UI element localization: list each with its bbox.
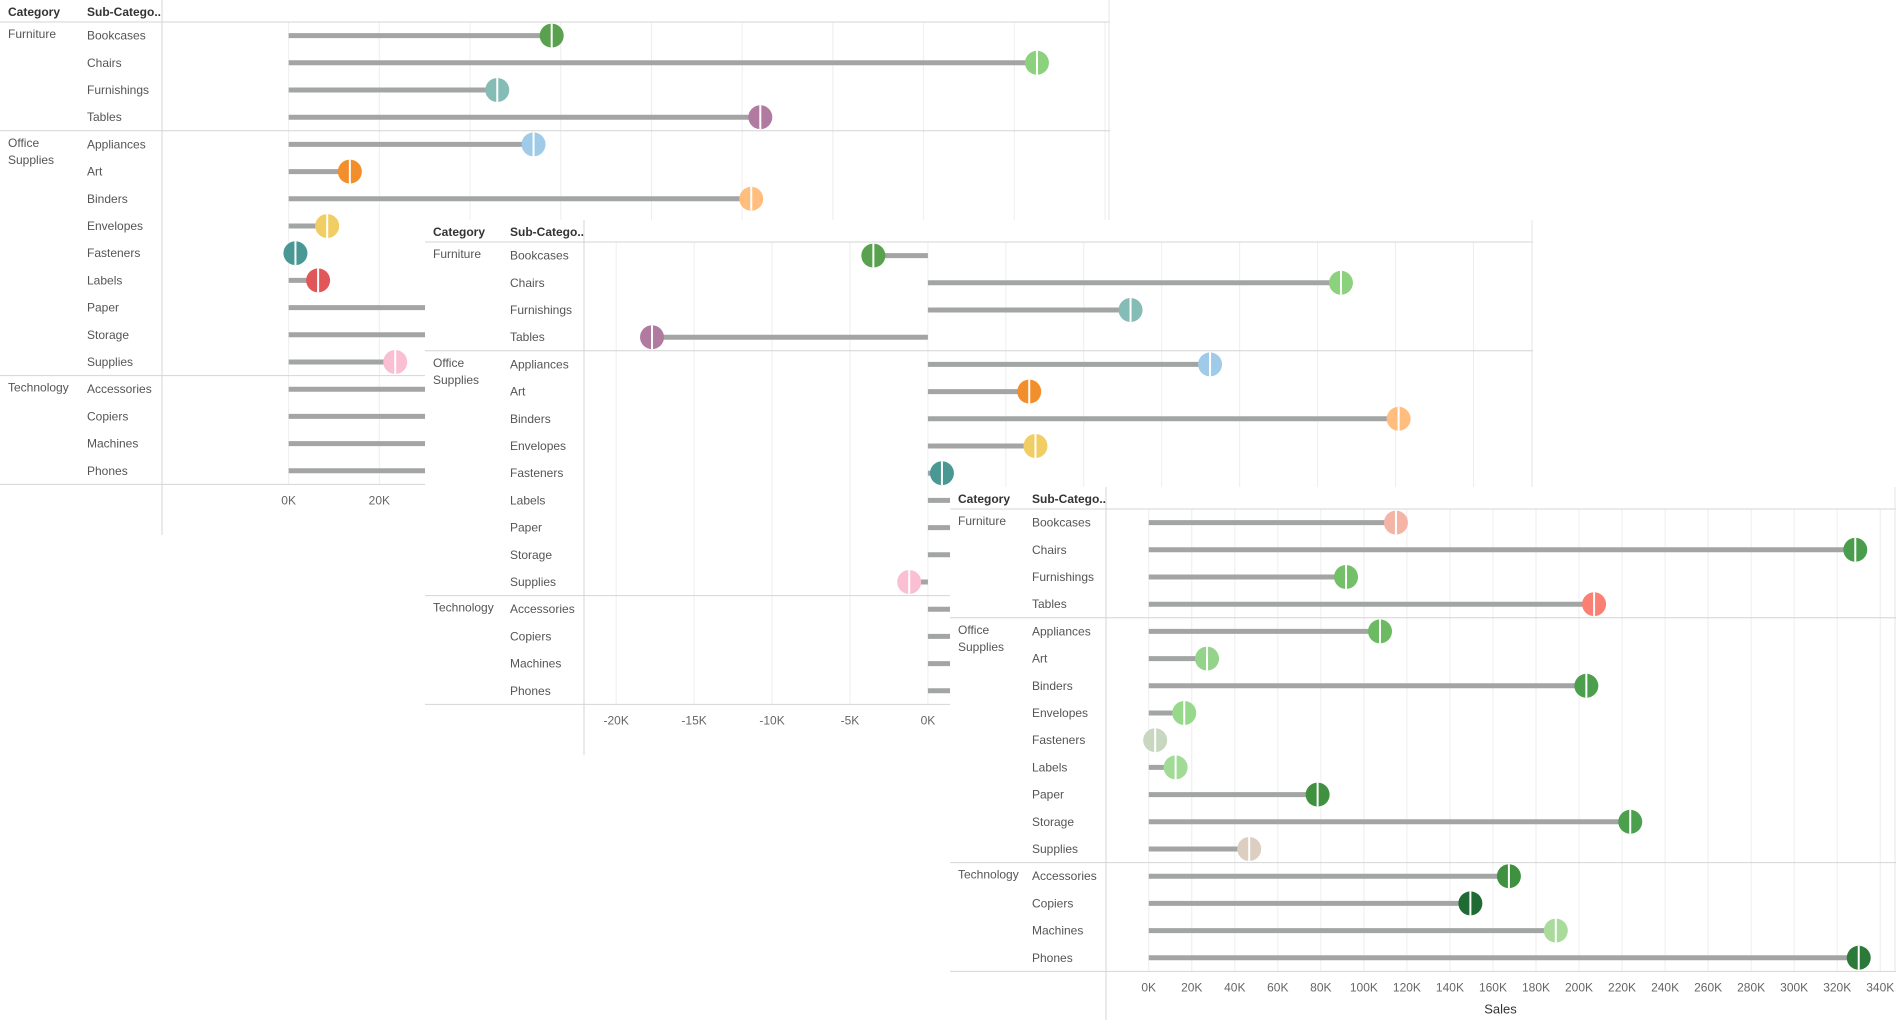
- subcategory-label: Binders: [87, 192, 128, 206]
- x-tick-label: -5K: [841, 713, 860, 727]
- x-tick-label: -10K: [759, 713, 784, 727]
- category-label: Supplies: [8, 153, 54, 167]
- header-subcategory: Sub-Catego..: [510, 225, 584, 239]
- category-label: Supplies: [433, 373, 479, 387]
- x-tick-label: 160K: [1479, 980, 1507, 994]
- x-tick-label: 120K: [1393, 980, 1421, 994]
- x-tick-label: 80K: [1310, 980, 1331, 994]
- subcategory-label: Fasteners: [510, 466, 563, 480]
- subcategory-label: Supplies: [87, 355, 133, 369]
- subcategory-label: Appliances: [1032, 624, 1091, 638]
- subcategory-label: Labels: [510, 493, 545, 507]
- subcategory-label: Appliances: [87, 137, 146, 151]
- subcategory-label: Machines: [1032, 924, 1083, 938]
- header-category: Category: [958, 492, 1010, 506]
- header-category: Category: [433, 225, 485, 239]
- header-subcategory: Sub-Catego..: [1032, 492, 1106, 506]
- subcategory-label: Supplies: [1032, 842, 1078, 856]
- x-tick-label: -15K: [681, 713, 706, 727]
- header-subcategory: Sub-Catego..: [87, 5, 161, 19]
- x-tick-label: 20K: [369, 493, 390, 507]
- x-tick-label: 240K: [1651, 980, 1679, 994]
- category-label: Office: [8, 136, 39, 150]
- subcategory-label: Envelopes: [1032, 706, 1088, 720]
- x-tick-label: 280K: [1737, 980, 1765, 994]
- subcategory-label: Phones: [1032, 951, 1073, 965]
- x-tick-label: 200K: [1565, 980, 1593, 994]
- subcategory-label: Art: [1032, 652, 1048, 666]
- subcategory-label: Chairs: [510, 276, 545, 290]
- category-label: Supplies: [958, 640, 1004, 654]
- subcategory-label: Bookcases: [1032, 516, 1091, 530]
- subcategory-label: Paper: [510, 521, 542, 535]
- x-tick-label: 60K: [1267, 980, 1288, 994]
- subcategory-label: Copiers: [87, 409, 128, 423]
- subcategory-label: Machines: [87, 437, 138, 451]
- x-axis-title: Sales: [1484, 1001, 1517, 1016]
- subcategory-label: Art: [510, 385, 526, 399]
- subcategory-label: Furnishings: [87, 83, 149, 97]
- subcategory-label: Envelopes: [87, 219, 143, 233]
- panel-background: [950, 487, 1896, 1020]
- category-label: Furniture: [958, 514, 1006, 528]
- subcategory-label: Art: [87, 165, 103, 179]
- x-tick-label: 180K: [1522, 980, 1550, 994]
- category-label: Technology: [958, 868, 1019, 882]
- subcategory-label: Fasteners: [1032, 733, 1085, 747]
- x-tick-label: 0K: [1141, 980, 1156, 994]
- category-label: Technology: [433, 601, 494, 615]
- x-tick-label: 320K: [1823, 980, 1851, 994]
- x-tick-label: 20K: [1181, 980, 1202, 994]
- x-tick-label: 40K: [1224, 980, 1245, 994]
- x-tick-label: 0K: [921, 713, 936, 727]
- subcategory-label: Labels: [1032, 760, 1067, 774]
- x-tick-label: 340K: [1866, 980, 1894, 994]
- subcategory-label: Furnishings: [510, 303, 572, 317]
- subcategory-label: Storage: [510, 548, 552, 562]
- subcategory-label: Fasteners: [87, 246, 140, 260]
- subcategory-label: Paper: [1032, 788, 1064, 802]
- subcategory-label: Accessories: [87, 382, 152, 396]
- x-tick-label: 100K: [1350, 980, 1378, 994]
- subcategory-label: Tables: [87, 110, 122, 124]
- subcategory-label: Bookcases: [510, 249, 569, 263]
- subcategory-label: Bookcases: [87, 29, 146, 43]
- subcategory-label: Machines: [510, 657, 561, 671]
- category-label: Furniture: [433, 247, 481, 261]
- subcategory-label: Paper: [87, 301, 119, 315]
- subcategory-label: Storage: [1032, 815, 1074, 829]
- subcategory-label: Copiers: [510, 629, 551, 643]
- subcategory-label: Furnishings: [1032, 570, 1094, 584]
- subcategory-label: Tables: [1032, 597, 1067, 611]
- header-category: Category: [8, 5, 60, 19]
- lollipop-chart-svg: Category Sub-Catego.. Furniture Bookcases Ch…: [950, 487, 1896, 1020]
- category-label: Technology: [8, 381, 69, 395]
- x-tick-label: 300K: [1780, 980, 1808, 994]
- category-label: Office: [433, 356, 464, 370]
- subcategory-label: Phones: [510, 684, 551, 698]
- subcategory-label: Chairs: [1032, 543, 1067, 557]
- category-label: Furniture: [8, 27, 56, 41]
- x-tick-label: 140K: [1436, 980, 1464, 994]
- subcategory-label: Tables: [510, 330, 545, 344]
- subcategory-label: Labels: [87, 273, 122, 287]
- subcategory-label: Supplies: [510, 575, 556, 589]
- x-tick-label: 220K: [1608, 980, 1636, 994]
- subcategory-label: Chairs: [87, 56, 122, 70]
- subcategory-label: Binders: [1032, 679, 1073, 693]
- subcategory-label: Appliances: [510, 357, 569, 371]
- subcategory-label: Envelopes: [510, 439, 566, 453]
- subcategory-label: Binders: [510, 412, 551, 426]
- subcategory-label: Accessories: [510, 602, 575, 616]
- subcategory-label: Phones: [87, 464, 128, 478]
- x-tick-label: -20K: [603, 713, 628, 727]
- x-tick-label: 260K: [1694, 980, 1722, 994]
- sales-by-subcategory-view-front: Category Sub-Catego.. Furniture Bookcases Ch…: [950, 487, 1896, 1020]
- category-label: Office: [958, 623, 989, 637]
- subcategory-label: Storage: [87, 328, 129, 342]
- x-tick-label: 0K: [281, 493, 296, 507]
- subcategory-label: Copiers: [1032, 896, 1073, 910]
- subcategory-label: Accessories: [1032, 869, 1097, 883]
